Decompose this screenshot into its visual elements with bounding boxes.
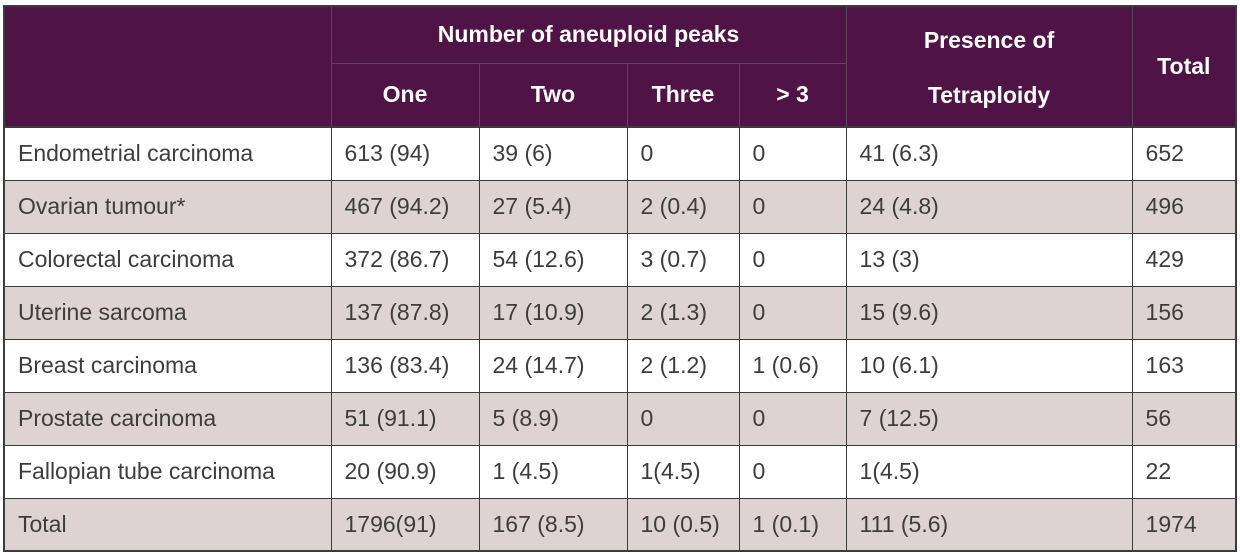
table-row: Uterine sarcoma 137 (87.8) 17 (10.9) 2 (1.3… [3, 285, 1237, 340]
row-label: Total [3, 497, 332, 552]
header-sub-row: One Two Three > 3 [4, 62, 1236, 128]
row-label: Breast carcinoma [3, 338, 332, 393]
data-cell: 0 [626, 126, 740, 181]
data-cell: 1796(91) [330, 497, 480, 552]
data-cell: 1 (0.1) [738, 497, 847, 552]
data-cell: 17 (10.9) [478, 285, 628, 340]
row-label: Colorectal carcinoma [3, 232, 332, 287]
data-cell: 7 (12.5) [845, 391, 1133, 446]
data-cell: 24 (14.7) [478, 338, 628, 393]
row-label: Prostate carcinoma [3, 391, 332, 446]
data-cell: 54 (12.6) [478, 232, 628, 287]
table-row: Fallopian tube carcinoma 20 (90.9) 1 (4.5)… [3, 444, 1237, 499]
data-cell: 51 (91.1) [330, 391, 480, 446]
data-cell: 496 [1131, 179, 1237, 234]
data-cell: 111 (5.6) [845, 497, 1133, 552]
data-cell: 1 (4.5) [478, 444, 628, 499]
data-cell: 137 (87.8) [330, 285, 480, 340]
data-cell: 41 (6.3) [845, 126, 1133, 181]
data-cell: 24 (4.8) [845, 179, 1133, 234]
header-three: Three [626, 62, 740, 128]
row-label: Uterine sarcoma [3, 285, 332, 340]
data-cell: 0 [738, 179, 847, 234]
data-cell: 156 [1131, 285, 1237, 340]
data-cell: 13 (3) [845, 232, 1133, 287]
table-row: Prostate carcinoma 51 (91.1) 5 (8.9) 0 0 7 (1… [3, 391, 1237, 446]
data-cell: 429 [1131, 232, 1237, 287]
data-cell: 0 [738, 285, 847, 340]
table-row: Endometrial carcinoma 613 (94) 39 (6) 0 0 41 … [3, 126, 1237, 181]
data-cell: 10 (6.1) [845, 338, 1133, 393]
header-one: One [330, 62, 480, 128]
table-row: Colorectal carcinoma 372 (86.7) 54 (12.6) 3… [3, 232, 1237, 287]
data-cell: 2 (0.4) [626, 179, 740, 234]
data-cell: 613 (94) [330, 126, 480, 181]
data-cell: 39 (6) [478, 126, 628, 181]
table-row: Breast carcinoma 136 (83.4) 24 (14.7) 2 (1.… [3, 338, 1237, 393]
data-cell: 652 [1131, 126, 1237, 181]
data-cell: 467 (94.2) [330, 179, 480, 234]
data-cell: 0 [738, 126, 847, 181]
header-presence-of-tetraploidy: Presence of Tetraploidy [845, 5, 1133, 128]
table-row: Total 1796(91) 167 (8.5) 10 (0.5) 1 (0.1) 111… [3, 497, 1237, 552]
data-cell: 1(4.5) [845, 444, 1133, 499]
aneuploidy-table: Number of aneuploid peaks Presence of Te… [3, 5, 1238, 552]
row-label: Fallopian tube carcinoma [3, 444, 332, 499]
data-cell: 27 (5.4) [478, 179, 628, 234]
data-cell: 1974 [1131, 497, 1237, 552]
data-cell: 2 (1.3) [626, 285, 740, 340]
empty-corner-cell [3, 5, 332, 128]
row-label: Endometrial carcinoma [3, 126, 332, 181]
data-cell: 372 (86.7) [330, 232, 480, 287]
data-cell: 1 (0.6) [738, 338, 847, 393]
data-cell: 136 (83.4) [330, 338, 480, 393]
header-two: Two [478, 62, 628, 128]
table-row: Ovarian tumour* 467 (94.2) 27 (5.4) 2 (0.4)… [3, 179, 1237, 234]
data-cell: 22 [1131, 444, 1237, 499]
data-cell: 3 (0.7) [626, 232, 740, 287]
data-cell: 20 (90.9) [330, 444, 480, 499]
table-body: Endometrial carcinoma 613 (94) 39 (6) 0 0 41 … [3, 126, 1237, 552]
data-cell: 0 [738, 444, 847, 499]
table-header: Number of aneuploid peaks Presence of Te… [3, 5, 1237, 128]
data-cell: 0 [738, 391, 847, 446]
data-cell: 1(4.5) [626, 444, 740, 499]
header-gt3: > 3 [738, 62, 847, 128]
row-label: Ovarian tumour* [3, 179, 332, 234]
data-cell: 10 (0.5) [626, 497, 740, 552]
data-cell: 163 [1131, 338, 1237, 393]
presence-line-2: Tetraploidy [927, 81, 1051, 108]
data-cell: 0 [626, 391, 740, 446]
data-cell: 15 (9.6) [845, 285, 1133, 340]
data-cell: 0 [738, 232, 847, 287]
header-total: Total [1131, 5, 1237, 128]
data-cell: 167 (8.5) [478, 497, 628, 552]
data-cell: 56 [1131, 391, 1237, 446]
header-group-row: Number of aneuploid peaks Presence of Te… [3, 5, 1237, 128]
data-cell: 5 (8.9) [478, 391, 628, 446]
data-cell: 2 (1.2) [626, 338, 740, 393]
presence-line-1: Presence of [923, 27, 1055, 54]
group-header-aneuploid-peaks: Number of aneuploid peaks [330, 5, 847, 64]
